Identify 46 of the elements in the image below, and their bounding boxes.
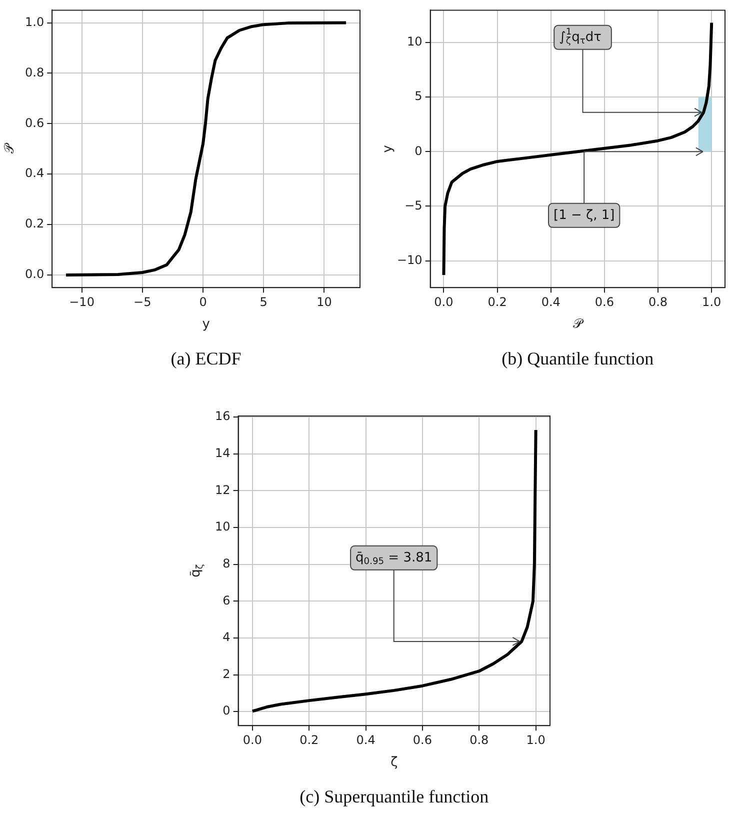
y-tick-label: −5 <box>404 198 422 212</box>
x-tick-label: 5 <box>260 294 268 309</box>
x-tick-label: 1.0 <box>526 732 546 747</box>
x-tick-label: −5 <box>134 294 152 309</box>
x-tick-label: 0.2 <box>300 732 319 747</box>
x-tick-label: 0.8 <box>648 294 668 309</box>
y-tick-label: 0.0 <box>24 267 44 282</box>
y-tick-label: 10 <box>407 34 422 49</box>
x-tick-label: 0.8 <box>470 732 489 747</box>
x-tick-label: 0 <box>199 294 207 309</box>
x-axis-title: ζ <box>390 754 398 770</box>
y-tick-label: 0 <box>222 704 230 718</box>
x-tick-label: 0.6 <box>594 294 614 309</box>
y-tick-label: 8 <box>222 556 230 570</box>
y-tick-label: 10 <box>214 520 230 534</box>
x-tick-label: 0.4 <box>356 732 376 747</box>
y-axis-title: 𝒫 <box>2 142 18 154</box>
annotation: [1 − ζ, 1] <box>554 208 615 223</box>
y-tick-label: −10 <box>396 252 422 267</box>
y-tick-label: 0.2 <box>24 216 44 231</box>
y-tick-label: 16 <box>214 409 230 424</box>
y-tick-label: 0.8 <box>24 65 44 80</box>
text: (b) Quantile function <box>502 348 654 368</box>
x-axis-title: 𝒫 <box>573 316 584 332</box>
x-tick-label: 0.0 <box>434 294 454 309</box>
y-tick-label: 0 <box>414 144 422 158</box>
y-tick-label: 6 <box>222 593 230 608</box>
y-axis-title: y <box>380 144 396 153</box>
y-tick-label: 5 <box>414 89 422 104</box>
x-tick-label: 0.0 <box>242 732 262 747</box>
x-tick-label: 0.4 <box>541 294 560 309</box>
y-axis-title: q̄ζ <box>188 564 206 578</box>
x-tick-label: −10 <box>69 294 94 309</box>
text: (a) ECDF <box>170 348 242 368</box>
y-tick-label: 4 <box>222 630 230 644</box>
y-tick-label: 0.6 <box>24 116 44 130</box>
y-tick-label: 14 <box>214 446 230 460</box>
x-tick-label: 1.0 <box>702 294 722 309</box>
y-tick-label: 2 <box>222 666 230 681</box>
x-tick-label: 10 <box>316 294 332 309</box>
text: (c) Superquantile function <box>300 786 489 806</box>
y-tick-label: 0.4 <box>24 166 44 180</box>
x-axis-title: y <box>202 316 210 332</box>
y-tick-label: 12 <box>214 482 230 497</box>
y-tick-label: 1.0 <box>24 14 44 29</box>
x-tick-label: 0.2 <box>488 294 507 309</box>
